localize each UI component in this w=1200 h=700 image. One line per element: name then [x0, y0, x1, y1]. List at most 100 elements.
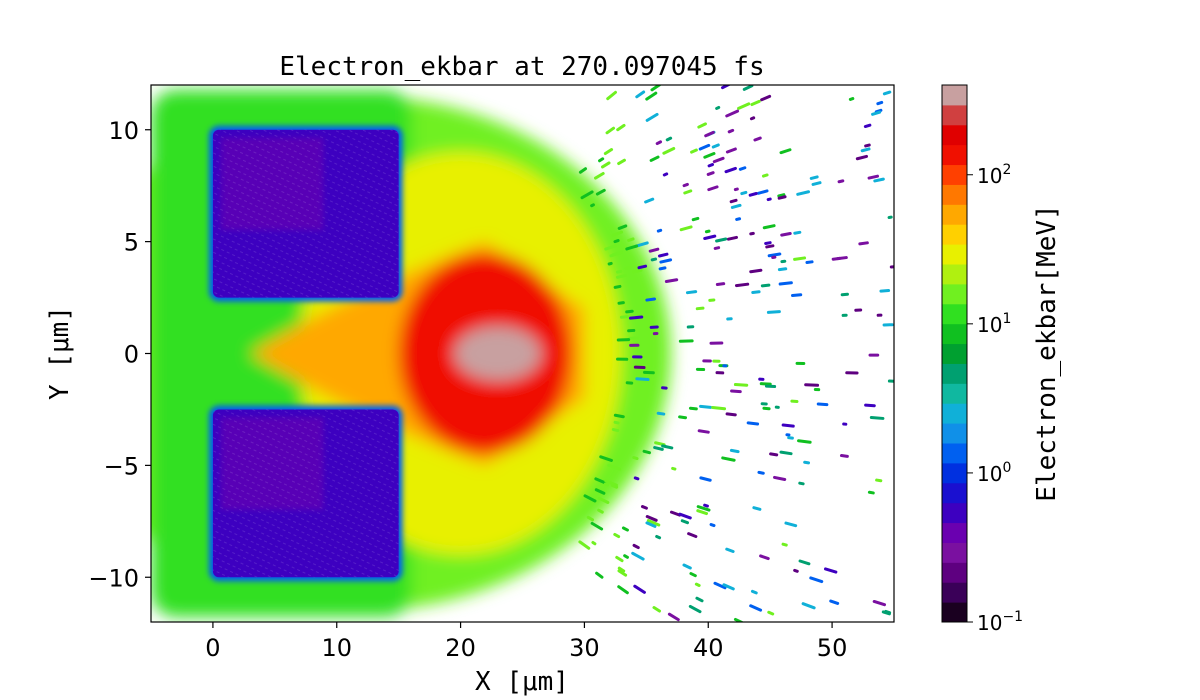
streak: [665, 136, 673, 142]
streak: [631, 268, 643, 274]
scattered-streaks: [578, 85, 894, 622]
streak: [599, 455, 613, 462]
colorbar-segment: [942, 482, 967, 504]
streak: [617, 224, 628, 230]
streak: [733, 383, 749, 387]
streak: [779, 148, 792, 155]
streak: [725, 109, 740, 118]
streak: [778, 281, 793, 286]
streak: [729, 448, 740, 454]
streak: [597, 508, 604, 514]
streak: [688, 604, 702, 614]
streak: [791, 293, 803, 297]
streak: [645, 297, 657, 302]
colorbar-segment: [942, 423, 967, 444]
streak: [780, 231, 792, 237]
streak: [691, 216, 700, 222]
streak: [696, 509, 709, 516]
streak: [766, 310, 781, 314]
streak: [777, 193, 786, 198]
colorbar-segment: [942, 144, 967, 166]
streak: [881, 610, 891, 616]
streak: [628, 336, 640, 340]
streak: [785, 433, 791, 437]
colorbar-segment: [942, 85, 967, 106]
streak: [713, 246, 721, 250]
streak: [774, 405, 780, 409]
streak: [860, 147, 871, 153]
streak: [887, 379, 894, 383]
streak: [793, 256, 807, 261]
streak: [864, 403, 876, 408]
streak: [580, 190, 594, 200]
colorbar-segment: [942, 602, 967, 623]
streak: [737, 102, 751, 110]
streak: [645, 112, 659, 122]
streak: [598, 157, 605, 163]
streak: [642, 449, 651, 455]
streak: [607, 463, 622, 471]
streak: [758, 377, 765, 381]
streak: [841, 313, 848, 317]
streak: [655, 534, 662, 540]
streak: [787, 436, 794, 440]
colorbar-segment: [942, 562, 967, 583]
streak: [889, 265, 894, 269]
streak: [823, 567, 838, 574]
streak: [656, 411, 666, 416]
streak: [671, 466, 677, 471]
streak: [613, 420, 620, 425]
streak: [633, 584, 646, 594]
streak: [876, 313, 883, 317]
streak: [633, 476, 640, 481]
streak: [727, 128, 735, 134]
streak: [613, 532, 621, 539]
streak: [661, 444, 674, 450]
streak: [604, 244, 617, 251]
colorbar-tick-label: 101: [977, 311, 1011, 337]
streak: [725, 547, 735, 553]
streak: [623, 554, 629, 559]
streak: [613, 413, 625, 419]
streak: [682, 182, 689, 188]
streak: [730, 389, 742, 394]
streak: [715, 282, 726, 287]
streak: [621, 526, 629, 532]
streak: [578, 540, 591, 550]
streak: [767, 252, 782, 258]
colorbar-segment: [942, 522, 967, 543]
streak: [762, 406, 771, 411]
streak: [764, 384, 777, 389]
streak: [842, 422, 848, 426]
streak: [707, 163, 715, 168]
x-tick-label: 30: [569, 634, 600, 662]
target-regions: [208, 125, 403, 582]
streak: [855, 154, 868, 161]
streak: [625, 309, 634, 314]
streak: [653, 446, 664, 451]
streak: [868, 353, 880, 357]
streak: [750, 589, 758, 595]
streak: [625, 381, 634, 385]
target-texture: [212, 409, 399, 578]
streak: [627, 328, 636, 333]
streak: [682, 563, 692, 570]
streak: [742, 85, 754, 91]
streak: [749, 116, 756, 121]
streak: [655, 140, 663, 146]
y-axis-label: Y [μm]: [45, 306, 75, 400]
streak: [715, 371, 725, 375]
streak: [831, 256, 842, 261]
streak: [887, 215, 893, 220]
streak: [603, 482, 609, 487]
streak: [811, 181, 822, 186]
x-tick-label: 10: [321, 634, 352, 662]
streak: [722, 583, 735, 591]
streak: [662, 172, 669, 177]
colorbar-segment: [942, 224, 967, 245]
streak: [882, 90, 892, 96]
streak: [583, 494, 597, 503]
streak: [725, 147, 737, 154]
streak: [594, 488, 606, 495]
colorbar-segment: [942, 204, 967, 225]
